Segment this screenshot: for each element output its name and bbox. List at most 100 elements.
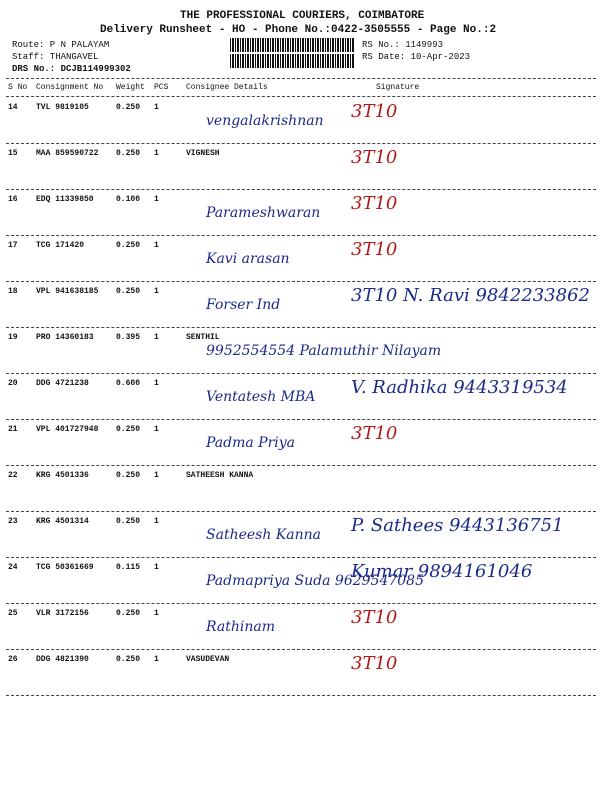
table-row: 14 TVL 9819105 0.250 1 vengalakrishnan 3T10 [6,97,596,144]
weight: 0.250 [116,287,141,296]
consignment-no: MAA 859590722 [36,149,99,158]
weight: 0.600 [116,379,141,388]
company-title: THE PROFESSIONAL COURIERS, COIMBATORE [180,10,425,22]
s-no: 21 [8,425,18,434]
column-header: S No [8,83,28,92]
consignment-no: KRG 4501336 [36,471,89,480]
pcs: 1 [154,333,159,342]
column-header: Signature [376,83,420,92]
pcs: 1 [154,241,159,250]
table-row: 23 KRG 4501314 0.250 1 Satheesh Kanna P. Sath… [6,511,596,558]
weight: 0.100 [116,195,141,204]
consignment-no: DDG 4721238 [36,379,89,388]
rs-number: RS No.: 1149993 [362,40,444,50]
s-no: 25 [8,609,18,618]
signature: 3T10 [351,147,398,168]
consignment-no: TCG 50361669 [36,563,94,572]
barcode [230,54,355,68]
signature: 3T10 [351,423,398,444]
table-row: 19 PRO 14360183 0.395 1 SENTHIL 9952554554 Pa… [6,327,596,374]
pcs: 1 [154,471,159,480]
consignment-no: KRG 4501314 [36,517,89,526]
signature: 3T10 [351,653,398,674]
signature: 3T10 [351,239,398,260]
table-row: 17 TCG 171420 0.250 1 Kavi arasan 3T10 [6,235,596,282]
s-no: 24 [8,563,18,572]
table-header: S No Consignment No Weight PCS Consignee Det… [6,80,596,97]
handwritten-name: Rathinam [206,619,275,635]
s-no: 19 [8,333,18,342]
route: Route: P N PALAYAM [12,40,110,50]
consignment-no: EDQ 11339850 [36,195,94,204]
rule [6,78,596,79]
handwritten-name: Forser Ind [206,297,281,313]
column-header: Consignment No [36,83,104,92]
handwritten-name: Ventatesh MBA [206,389,316,405]
consignment-no: VPL 401727948 [36,425,99,434]
pcs: 1 [154,563,159,572]
pcs: 1 [154,425,159,434]
consignee: VASUDEVAN [186,655,230,664]
consignee: SATHEESH KANNA [186,471,254,480]
column-header: Consignee Details [186,83,268,92]
consignment-no: DDG 4821390 [36,655,89,664]
signature: Kumar 9894161046 [351,561,533,582]
handwritten-name: Padma Priya [206,435,296,451]
consignee: VIGNESH [186,149,220,158]
signature: 3T10 [351,607,398,628]
weight: 0.250 [116,241,141,250]
signature: P. Sathees 9443136751 [351,515,564,536]
handwritten-name: Parameshwaran [206,205,321,221]
consignment-no: VLR 3172156 [36,609,89,618]
table-row: 22 KRG 4501336 0.250 1 SATHEESH KANNA [6,465,596,512]
column-header: PCS [154,83,169,92]
weight: 0.250 [116,425,141,434]
weight: 0.250 [116,103,141,112]
handwritten-name: 9952554554 Palamuthir Nilayam [206,343,442,359]
table-row: 16 EDQ 11339850 0.100 1 Parameshwaran 3T10 [6,189,596,236]
pcs: 1 [154,195,159,204]
pcs: 1 [154,149,159,158]
sheet-subtitle: Delivery Runsheet - HO - Phone No.:0422-… [100,24,497,36]
handwritten-name: vengalakrishnan [206,113,324,129]
table-row: 26 DDG 4821390 0.250 1 VASUDEVAN 3T10 [6,649,596,696]
consignment-no: TVL 9819105 [36,103,89,112]
table-row: 18 VPL 941638185 0.250 1 Forser Ind 3T10 N. R… [6,281,596,328]
s-no: 15 [8,149,18,158]
drs-number: DRS No.: DCJB114999302 [12,64,131,74]
rs-date: RS Date: 10-Apr-2023 [362,52,471,62]
weight: 0.250 [116,609,141,618]
s-no: 16 [8,195,18,204]
s-no: 17 [8,241,18,250]
pcs: 1 [154,517,159,526]
consignment-no: PRO 14360183 [36,333,94,342]
weight: 0.395 [116,333,141,342]
table-row: 15 MAA 859590722 0.250 1 VIGNESH 3T10 [6,143,596,190]
s-no: 18 [8,287,18,296]
table-row: 21 VPL 401727948 0.250 1 Padma Priya 3T10 [6,419,596,466]
signature: V. Radhika 9443319534 [351,377,568,398]
consignment-no: TCG 171420 [36,241,85,250]
consignment-no: VPL 941638185 [36,287,99,296]
column-header: Weight [116,83,145,92]
signature: 3T10 N. Ravi 9842233862 [351,285,590,306]
s-no: 22 [8,471,18,480]
weight: 0.250 [116,471,141,480]
s-no: 14 [8,103,18,112]
handwritten-name: Padmapriya Suda 9629547085 [206,573,424,589]
weight: 0.115 [116,563,141,572]
handwritten-name: Kavi arasan [206,251,290,267]
signature: 3T10 [351,101,398,122]
consignee: SENTHIL [186,333,220,342]
weight: 0.250 [116,655,141,664]
weight: 0.250 [116,517,141,526]
pcs: 1 [154,655,159,664]
barcode [230,38,355,52]
weight: 0.250 [116,149,141,158]
pcs: 1 [154,103,159,112]
pcs: 1 [154,287,159,296]
handwritten-name: Satheesh Kanna [206,527,321,543]
staff: Staff: THANGAVEL [12,52,99,62]
table-row: 20 DDG 4721238 0.600 1 Ventatesh MBA V. Radhi… [6,373,596,420]
